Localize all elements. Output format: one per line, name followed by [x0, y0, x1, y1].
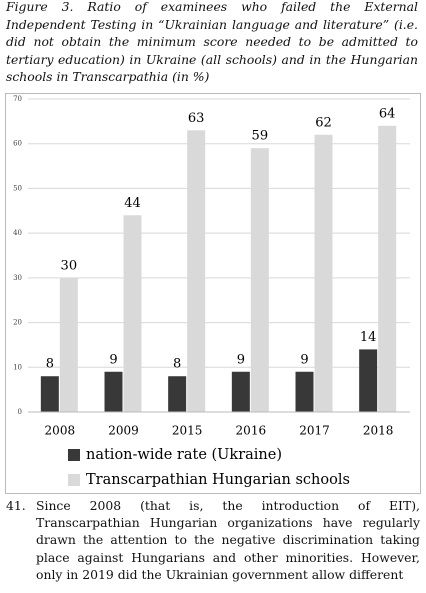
data-label: 9: [237, 352, 245, 367]
bar: [359, 349, 378, 412]
data-label: 9: [300, 352, 308, 367]
y-tick-label: 0: [18, 408, 22, 416]
x-tick-label: 2009: [108, 424, 139, 438]
x-tick-label: 2015: [172, 424, 203, 438]
data-label: 8: [173, 357, 181, 372]
bar: [295, 371, 314, 412]
y-tick-label: 70: [13, 95, 22, 103]
data-label: 44: [124, 196, 141, 211]
x-tick-label: 2017: [299, 424, 330, 438]
bar: [168, 376, 187, 412]
paragraph: 41. Since 2008 (that is, the introductio…: [6, 497, 420, 583]
bar: [40, 376, 59, 412]
figure-caption: Figure 3. Ratio of examinees who failed …: [6, 0, 418, 85]
y-tick-label: 20: [13, 319, 22, 327]
y-tick-label: 30: [13, 274, 22, 282]
data-label: 9: [109, 352, 117, 367]
paragraph-number: 41.: [6, 498, 26, 513]
bar: [104, 371, 123, 412]
x-tick-label: 2018: [363, 424, 394, 438]
bar: [378, 125, 397, 413]
data-label: 63: [188, 111, 205, 126]
bar: [231, 371, 250, 412]
bar: [59, 277, 78, 412]
bar: [250, 148, 269, 412]
data-label: 59: [252, 129, 269, 144]
y-tick-label: 40: [13, 229, 22, 237]
legend-swatch: [68, 449, 80, 461]
legend-label: Transcarpathian Hungarian schools: [86, 472, 350, 488]
data-label: 64: [379, 106, 396, 121]
x-tick-label: 2008: [45, 424, 76, 438]
bar: [314, 134, 333, 412]
y-tick-label: 60: [13, 140, 22, 148]
paragraph-text: Since 2008 (that is, the introduction of…: [36, 498, 420, 582]
data-label: 14: [360, 330, 377, 345]
bar: [187, 130, 206, 413]
data-label: 62: [315, 115, 332, 130]
data-label: 8: [46, 357, 54, 372]
chart-border: [5, 93, 421, 494]
x-tick-label: 2016: [236, 424, 267, 438]
legend-label: nation-wide rate (Ukraine): [86, 447, 282, 463]
bar: [123, 215, 142, 412]
y-tick-label: 50: [13, 184, 22, 192]
data-label: 30: [61, 258, 78, 273]
y-tick-label: 10: [13, 363, 22, 371]
legend-swatch: [68, 474, 80, 486]
chart: 0 10 20 30 40 50 60 70 2008 8 30 2009 9 44 2015 8 63 2016…: [5, 93, 421, 494]
